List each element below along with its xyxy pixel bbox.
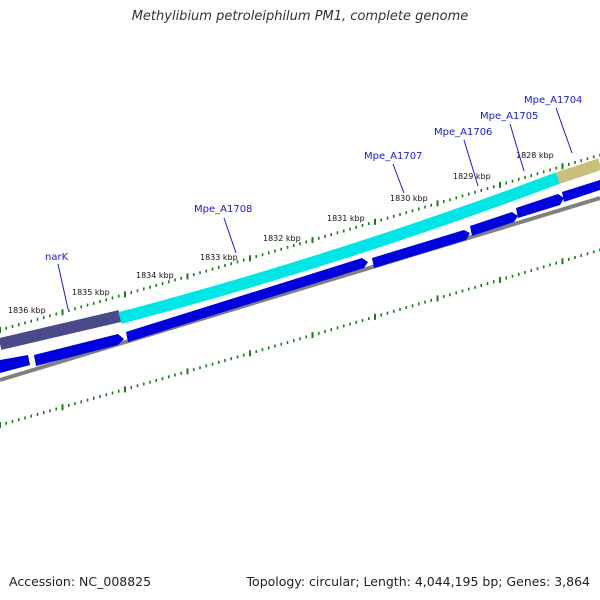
cds-arrow-4: [372, 230, 470, 268]
accession-value: NC_008825: [79, 574, 152, 589]
tick-label-1829: 1829 kbp: [453, 172, 491, 181]
tick-label-1832: 1832 kbp: [263, 234, 301, 243]
tick-marks: [0, 153, 600, 333]
tick-label-1833: 1833 kbp: [200, 253, 238, 262]
length-label: Length:: [363, 574, 411, 589]
tick-label-1831: 1831 kbp: [327, 214, 365, 223]
gene-label-mpe-a1708[interactable]: Mpe_A1708: [194, 204, 252, 215]
cds-arrow-2: [34, 334, 124, 366]
cds-arrow-7: [562, 180, 600, 202]
genome-backbone: [0, 196, 600, 382]
cds-arrow-3: [126, 258, 368, 342]
tick-label-1830: 1830 kbp: [390, 194, 428, 203]
gene-label-mpe-a1707[interactable]: Mpe_A1707: [364, 151, 422, 162]
feature-bar-narK: [0, 310, 122, 350]
tick-label-1836: 1836 kbp: [8, 306, 46, 315]
genome-summary: Topology: circular; Length: 4,044,195 bp…: [246, 574, 590, 589]
topology-label: Topology:: [246, 574, 306, 589]
leader-line-narK: [57, 263, 69, 310]
accession-info: Accession: NC_008825: [9, 574, 151, 589]
leader-line-mpe-a1708: [223, 217, 237, 254]
gene-label-mpe-a1704[interactable]: Mpe_A1704: [524, 95, 582, 106]
inner-tick-marks: [0, 248, 600, 428]
feature-bar-khaki: [556, 158, 600, 184]
cds-arrow-1: [0, 355, 30, 373]
leader-line-mpe-a1705: [509, 123, 525, 172]
feature-bar-cyan: [118, 172, 561, 324]
gene-label-mpe-a1705[interactable]: Mpe_A1705: [480, 111, 538, 122]
cds-arrow-5: [470, 212, 518, 236]
topology-value: circular: [309, 574, 356, 589]
accession-label: Accession:: [9, 574, 76, 589]
cds-arrow-6: [516, 194, 564, 218]
leader-line-mpe-a1706: [463, 139, 479, 187]
genes-value: 3,864: [554, 574, 590, 589]
genes-label: Genes:: [506, 574, 551, 589]
tick-label-1835: 1835 kbp: [72, 288, 110, 297]
leader-line-mpe-a1704: [555, 107, 573, 154]
tick-label-1834: 1834 kbp: [136, 271, 174, 280]
leader-line-mpe-a1707: [392, 163, 405, 194]
length-value: 4,044,195 bp: [414, 574, 499, 589]
tick-label-1828: 1828 kbp: [516, 151, 554, 160]
gene-label-mpe-a1706[interactable]: Mpe_A1706: [434, 127, 492, 138]
map-title: Methylibium petroleiphilum PM1, complete…: [131, 9, 469, 24]
gene-label-narK[interactable]: narK: [45, 252, 69, 263]
